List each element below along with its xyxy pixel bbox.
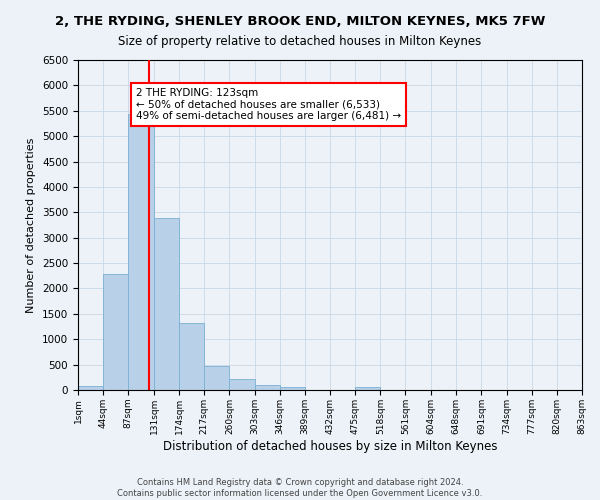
Bar <box>254 385 280 390</box>
Text: 2 THE RYDING: 123sqm
← 50% of detached houses are smaller (6,533)
49% of semi-de: 2 THE RYDING: 123sqm ← 50% of detached h… <box>136 88 401 121</box>
Bar <box>229 380 254 390</box>
Bar <box>128 114 154 390</box>
Text: Size of property relative to detached houses in Milton Keynes: Size of property relative to detached ho… <box>118 35 482 48</box>
Bar <box>154 218 179 390</box>
X-axis label: Distribution of detached houses by size in Milton Keynes: Distribution of detached houses by size … <box>163 440 497 452</box>
Y-axis label: Number of detached properties: Number of detached properties <box>26 138 37 312</box>
Bar <box>179 324 204 390</box>
Bar <box>103 274 128 390</box>
Text: Contains HM Land Registry data © Crown copyright and database right 2024.
Contai: Contains HM Land Registry data © Crown c… <box>118 478 482 498</box>
Bar <box>204 366 229 390</box>
Text: 2, THE RYDING, SHENLEY BROOK END, MILTON KEYNES, MK5 7FW: 2, THE RYDING, SHENLEY BROOK END, MILTON… <box>55 15 545 28</box>
Bar <box>280 387 305 390</box>
Bar <box>78 386 103 390</box>
Bar <box>355 387 380 390</box>
